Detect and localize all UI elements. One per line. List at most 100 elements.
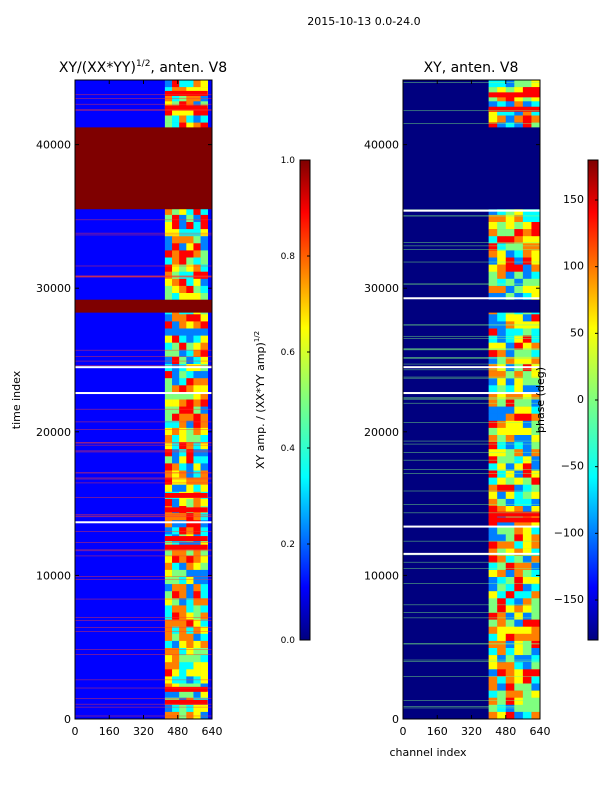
phase-heatmap-cell — [514, 229, 524, 237]
phase-heatmap-cell — [505, 711, 515, 720]
amplitude-heatmap-cell — [193, 662, 201, 670]
phase-heatmap-cell — [514, 562, 524, 571]
amplitude-heatmap-cell — [193, 342, 201, 351]
phase-heatmap-streak — [403, 440, 540, 442]
phase-heatmap-cell — [505, 328, 515, 336]
amplitude-colorbar-tick-label: 0.6 — [281, 348, 296, 358]
amplitude-heatmap-cell — [200, 392, 209, 400]
amplitude-heatmap-cell — [186, 250, 194, 258]
amplitude-heatmap-cell — [179, 356, 187, 365]
amplitude-heatmap-cell — [172, 229, 180, 237]
amplitude-heatmap-cell — [164, 236, 173, 244]
amplitude-heatmap-cell — [179, 420, 187, 429]
phase-heatmap-cell — [488, 534, 498, 542]
amplitude-heatmap-cell — [193, 555, 201, 564]
amplitude-heatmap-cell — [200, 555, 209, 564]
phase-heatmap-streak — [403, 583, 540, 584]
phase-heatmap-cell — [505, 598, 515, 606]
amplitude-heatmap-streak — [75, 429, 212, 430]
phase-heatmap-cell — [531, 655, 541, 663]
amplitude-heatmap-cell — [200, 385, 209, 393]
phase-heatmap-cell — [505, 257, 515, 265]
phase-heatmap-cell — [505, 498, 515, 507]
amplitude-heatmap-cell — [193, 413, 201, 422]
phase-heatmap-cell — [488, 108, 498, 116]
phase-heatmap-cell — [514, 435, 524, 443]
phase-heatmap-cell — [514, 598, 524, 606]
phase-heatmap-cell — [505, 80, 515, 88]
amplitude-heatmap-cell — [193, 371, 201, 379]
amplitude-heatmap-cell — [200, 250, 209, 258]
phase-heatmap-cell — [514, 555, 524, 564]
phase-heatmap-cell — [497, 101, 507, 109]
phase-heatmap-cell — [531, 584, 541, 592]
phase-heatmap-cell — [514, 534, 524, 542]
amplitude-heatmap-cell — [164, 413, 173, 422]
phase-heatmap-cell — [497, 385, 507, 393]
phase-heatmap-cell — [505, 513, 515, 521]
phase-heatmap-cell — [488, 683, 498, 691]
amplitude-heatmap-cell — [193, 435, 201, 443]
phase-heatmap-cell — [531, 648, 541, 656]
phase-heatmap-cell — [514, 214, 524, 223]
amplitude-heatmap-cell — [200, 222, 209, 230]
phase-heatmap-cell — [514, 690, 524, 698]
phase-heatmap-cell — [514, 250, 524, 258]
phase-heatmap-cell — [514, 342, 524, 351]
amplitude-panel: XY/(XX*YY)1/2, anten. V8 0 160 320 480 640 0 1… — [10, 59, 227, 738]
amplitude-heatmap-hot-row — [164, 699, 208, 705]
amplitude-heatmap-cell — [193, 115, 201, 123]
amplitude-heatmap-cell — [179, 498, 187, 507]
amplitude-heatmap-cell — [172, 612, 180, 620]
phase-heatmap-cell — [497, 491, 507, 500]
phase-heatmap-cell — [531, 669, 541, 677]
phase-heatmap-cell — [514, 484, 524, 493]
phase-axes: 0 160 320 480 640 0 10000 20000 30000 40000 — [364, 80, 551, 738]
amplitude-heatmap-cell — [186, 669, 194, 677]
amplitude-heatmap-cell — [179, 87, 187, 95]
phase-heatmap-cell — [514, 541, 524, 549]
amplitude-heatmap-cell — [200, 577, 209, 585]
phase-heatmap-cell — [488, 371, 498, 379]
phase-heatmap-cell — [497, 591, 507, 599]
phase-heatmap-cell — [488, 115, 498, 123]
amplitude-heatmap-cell — [164, 328, 173, 336]
amplitude-heatmap-saturated-block — [75, 299, 212, 313]
amplitude-heatmap-cell — [186, 399, 194, 407]
phase-heatmap-cell — [505, 342, 515, 351]
amplitude-heatmap-cell — [179, 626, 187, 635]
phase-heatmap-cell — [522, 491, 532, 500]
phase-heatmap-cell — [514, 520, 524, 528]
phase-heatmap-cell — [497, 264, 507, 272]
amplitude-heatmap-cell — [200, 520, 209, 528]
phase-heatmap-cell — [522, 250, 532, 258]
phase-heatmap-cell — [514, 264, 524, 272]
amplitude-heatmap-cell — [193, 520, 201, 528]
phase-y-tick-label: 40000 — [364, 139, 399, 152]
phase-heatmap-cell — [497, 577, 507, 585]
amplitude-heatmap-cell — [200, 314, 209, 322]
phase-heatmap-cell — [514, 463, 524, 471]
phase-heatmap-cell — [522, 87, 532, 95]
phase-heatmap-cell — [531, 704, 541, 713]
phase-heatmap-cell — [531, 271, 541, 280]
phase-heatmap-streak — [403, 123, 540, 125]
amplitude-heatmap-streak — [75, 444, 212, 446]
amplitude-heatmap-cell — [172, 222, 180, 230]
phase-heatmap-cell — [522, 413, 532, 422]
amplitude-heatmap-cell — [200, 378, 209, 386]
phase-heatmap-cell — [497, 676, 507, 684]
phase-y-tick-label: 20000 — [364, 426, 399, 439]
phase-heatmap-cell — [531, 435, 541, 443]
amplitude-heatmap-cell — [179, 371, 187, 379]
phase-heatmap-cell — [505, 378, 515, 386]
amplitude-heatmap-cell — [186, 264, 194, 272]
phase-heatmap-streak — [403, 398, 540, 400]
phase-heatmap-cell — [531, 534, 541, 542]
amplitude-heatmap-hot-row — [164, 536, 208, 542]
amplitude-heatmap-cell — [164, 420, 173, 429]
phase-heatmap-streak — [403, 490, 540, 492]
phase-heatmap-cell — [505, 271, 515, 280]
phase-heatmap-streak — [403, 324, 540, 326]
phase-heatmap-cell — [514, 349, 524, 358]
